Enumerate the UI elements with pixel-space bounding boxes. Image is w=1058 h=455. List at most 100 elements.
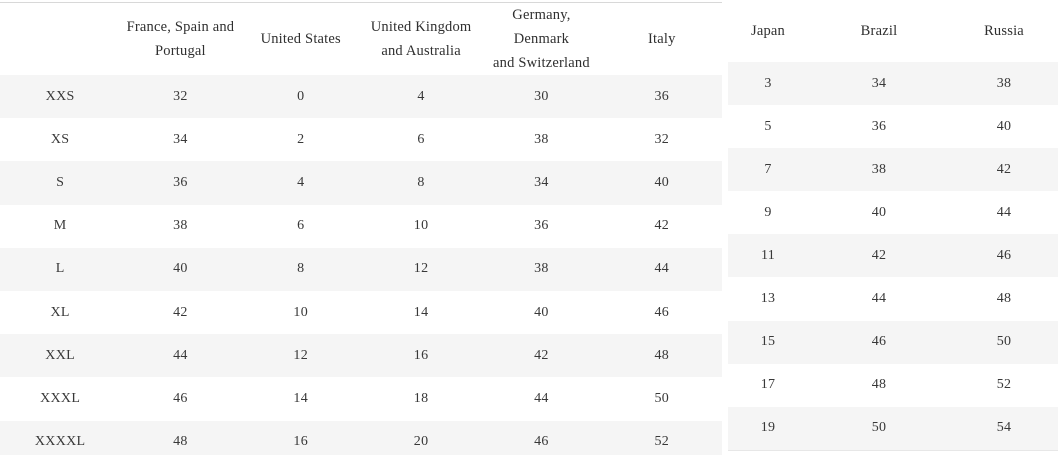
value-cell: 42	[534, 347, 549, 363]
value-cell: 32	[654, 131, 670, 147]
value-cell: 14	[293, 390, 309, 406]
value-cell: 12	[413, 261, 429, 277]
value-cell: 46	[871, 334, 887, 350]
value-cell: 48	[654, 347, 670, 363]
value-cell: 36	[871, 118, 887, 134]
value-cell: 50	[996, 334, 1012, 350]
size-table-japan-brazil-russia-table: Japan Brazil Russia 3 34 38 5 36 40 7 38 42 9 40 44…	[728, 0, 1058, 451]
value-cell: 42	[654, 218, 670, 234]
value-cell: 42	[996, 161, 1012, 177]
table-row: XXL 44 12 16 42 48	[0, 334, 722, 378]
size-label-cell: XS	[50, 131, 70, 147]
value-cell: 46	[654, 304, 670, 320]
value-cell: 14	[413, 304, 429, 320]
value-cell: 36	[173, 174, 188, 190]
value-cell: 38	[996, 75, 1012, 91]
size-label-cell: XXXL	[40, 390, 81, 406]
value-cell: 9	[764, 204, 772, 220]
table-row: 17 48 52	[728, 364, 1058, 407]
header-row: France, Spain and Portugal United States…	[0, 3, 722, 76]
value-cell: 2	[297, 131, 305, 147]
column-header-uk-australia: United Kingdom and Australia	[370, 19, 472, 59]
value-cell: 6	[297, 218, 305, 234]
value-cell: 40	[871, 204, 887, 220]
size-label-cell: XXL	[45, 347, 75, 363]
size-table-international: France, Spain and Portugal United States…	[0, 2, 722, 455]
value-cell: 12	[293, 347, 309, 363]
value-cell: 52	[996, 377, 1012, 393]
size-label-cell: XL	[50, 304, 70, 320]
size-label-cell: M	[53, 218, 67, 234]
column-header-russia: Russia	[984, 23, 1024, 39]
value-cell: 54	[996, 420, 1012, 436]
value-cell: 46	[534, 434, 549, 450]
table-row: XXXL 46 14 18 44 50	[0, 377, 722, 420]
table-row: 13 44 48	[728, 277, 1058, 320]
table-row: 3 34 38	[728, 62, 1058, 106]
value-cell: 11	[760, 247, 776, 263]
value-cell: 4	[417, 88, 425, 104]
header-row: Japan Brazil Russia	[728, 0, 1058, 62]
table-row: L 40 8 12 38 44	[0, 247, 722, 291]
table-row: 9 40 44	[728, 191, 1058, 234]
value-cell: 42	[871, 247, 887, 263]
value-cell: 8	[417, 174, 425, 190]
value-cell: 52	[654, 434, 670, 450]
value-cell: 6	[417, 131, 425, 147]
value-cell: 15	[760, 334, 776, 350]
table-row: S 36 4 8 34 40	[0, 161, 722, 205]
column-header-size	[0, 3, 120, 76]
value-cell: 16	[413, 347, 429, 363]
value-cell: 48	[871, 377, 887, 393]
value-cell: 44	[173, 347, 188, 363]
value-cell: 19	[760, 420, 776, 436]
value-cell: 20	[413, 434, 429, 450]
table-row: XL 42 10 14 40 46	[0, 291, 722, 334]
column-header-france-spain-portugal: France, Spain and Portugal	[126, 19, 235, 59]
value-cell: 48	[173, 434, 188, 450]
value-cell: 3	[764, 75, 772, 91]
value-cell: 50	[654, 390, 670, 406]
size-table-international-table: France, Spain and Portugal United States…	[0, 2, 722, 455]
value-cell: 50	[871, 420, 887, 436]
value-cell: 40	[996, 118, 1012, 134]
size-label-cell: L	[55, 261, 65, 277]
table-row: M 38 6 10 36 42	[0, 205, 722, 248]
column-header-united-states: United States	[260, 31, 341, 47]
value-cell: 13	[760, 291, 776, 307]
value-cell: 18	[413, 390, 429, 406]
value-cell: 46	[173, 390, 188, 406]
value-cell: 30	[534, 88, 549, 104]
size-label-cell: XXS	[45, 88, 75, 104]
value-cell: 7	[764, 161, 772, 177]
value-cell: 46	[996, 247, 1012, 263]
value-cell: 34	[173, 131, 188, 147]
value-cell: 38	[173, 218, 188, 234]
value-cell: 48	[996, 291, 1012, 307]
value-cell: 32	[173, 88, 188, 104]
table-row: 7 38 42	[728, 148, 1058, 192]
table-row: 5 36 40	[728, 105, 1058, 148]
value-cell: 38	[871, 161, 887, 177]
column-header-brazil: Brazil	[860, 23, 898, 39]
value-cell: 40	[654, 174, 670, 190]
value-cell: 34	[534, 174, 549, 190]
table-row: 11 42 46	[728, 234, 1058, 278]
value-cell: 16	[293, 434, 309, 450]
table-row: 19 50 54	[728, 406, 1058, 451]
value-cell: 44	[654, 261, 670, 277]
column-header-italy: Italy	[648, 31, 676, 47]
value-cell: 36	[654, 88, 670, 104]
column-header-germany-denmark-switzerland: Germany, Denmark and Switzerland	[493, 7, 590, 71]
value-cell: 40	[534, 304, 549, 320]
value-cell: 36	[534, 218, 549, 234]
table-row: XXS 32 0 4 30 36	[0, 75, 722, 119]
value-cell: 42	[173, 304, 188, 320]
value-cell: 4	[297, 174, 305, 190]
value-cell: 17	[760, 377, 776, 393]
value-cell: 44	[534, 390, 549, 406]
size-table-japan-brazil-russia: Japan Brazil Russia 3 34 38 5 36 40 7 38 42 9 40 44…	[728, 0, 1058, 451]
value-cell: 44	[996, 204, 1012, 220]
table-row: XXXXL 48 16 20 46 52	[0, 420, 722, 455]
